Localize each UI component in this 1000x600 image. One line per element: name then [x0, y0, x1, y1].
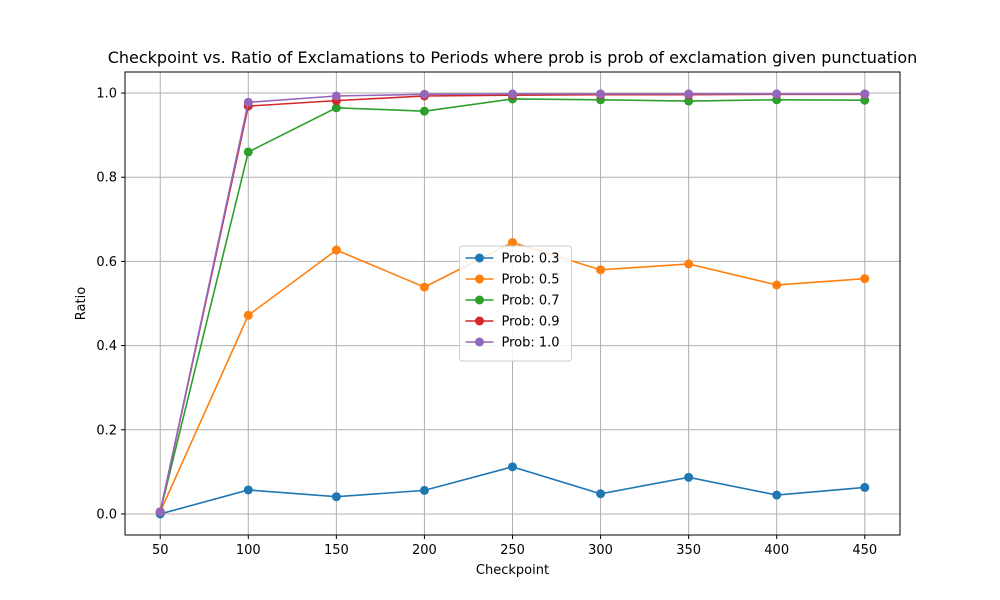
x-tick-label: 450: [852, 543, 877, 558]
data-point: [508, 237, 517, 247]
data-point: [596, 89, 606, 99]
x-axis-label: Checkpoint: [476, 563, 549, 578]
data-point: [684, 259, 694, 269]
data-point: [419, 485, 429, 495]
y-tick-label: 0.2: [96, 423, 117, 438]
x-tick-label: 200: [412, 543, 437, 558]
legend: Prob: 0.3 Prob: 0.5 Prob: 0.7 Prob: 0.9 Prob…: [459, 245, 572, 362]
data-point: [331, 91, 341, 101]
legend-item: Prob: 0.5: [465, 273, 560, 288]
legend-label: Prob: 0.9: [502, 315, 560, 330]
legend-label: Prob: 0.7: [502, 294, 560, 309]
legend-label: Prob: 0.3: [502, 252, 560, 267]
x-tick-label: 300: [588, 543, 613, 558]
data-point: [860, 482, 870, 492]
x-tick-label: 50: [152, 543, 169, 558]
legend-marker: [475, 337, 484, 347]
data-point: [331, 492, 341, 502]
data-point: [331, 245, 341, 255]
data-point: [243, 147, 253, 157]
y-tick-label: 0.6: [96, 255, 117, 270]
series-layer: [155, 89, 870, 519]
data-point: [331, 103, 341, 113]
legend-item: Prob: 1.0: [465, 336, 560, 351]
data-point: [772, 89, 782, 99]
x-tick-label: 400: [764, 543, 789, 558]
data-point: [243, 97, 253, 107]
data-point: [419, 282, 429, 292]
data-point: [684, 89, 694, 99]
data-point: [596, 489, 606, 499]
series-0: [155, 462, 870, 519]
legend-box: [459, 245, 572, 362]
chart-title: Checkpoint vs. Ratio of Exclamations to …: [108, 48, 918, 67]
data-point: [419, 89, 429, 99]
legend-item: Prob: 0.7: [465, 294, 560, 309]
data-point: [419, 106, 429, 116]
series-4: [155, 89, 870, 517]
y-tick-label: 0.4: [96, 339, 117, 354]
x-tick-label: 250: [500, 543, 525, 558]
y-tick-label: 0.8: [96, 171, 117, 186]
x-tick-label: 350: [676, 543, 701, 558]
y-tick-label: 0.0: [96, 507, 117, 522]
data-point: [596, 265, 606, 275]
legend-item: Prob: 0.9: [465, 315, 560, 330]
data-point: [684, 472, 694, 482]
data-point: [508, 89, 517, 99]
x-tick-label: 100: [236, 543, 261, 558]
ticks: 50 100 150 200 250 300 350 400 450 0.0 0.2 0.4 0.6 0.…: [96, 87, 877, 558]
data-point: [772, 280, 782, 290]
legend-label: Prob: 1.0: [502, 336, 560, 351]
data-point: [860, 89, 870, 99]
legend-marker: [475, 253, 484, 263]
y-axis-label: Ratio: [74, 287, 89, 320]
legend-item: Prob: 0.3: [465, 252, 560, 267]
legend-marker: [475, 274, 484, 284]
y-tick-label: 1.0: [96, 87, 117, 102]
x-tick-label: 150: [324, 543, 349, 558]
legend-marker: [475, 316, 484, 326]
data-point: [243, 310, 253, 320]
data-point: [684, 96, 694, 106]
data-point: [508, 462, 517, 472]
data-point: [772, 490, 782, 500]
data-point: [243, 485, 253, 495]
data-point: [860, 274, 870, 284]
legend-label: Prob: 0.5: [502, 273, 560, 288]
data-point: [155, 507, 165, 517]
legend-marker: [475, 295, 484, 305]
